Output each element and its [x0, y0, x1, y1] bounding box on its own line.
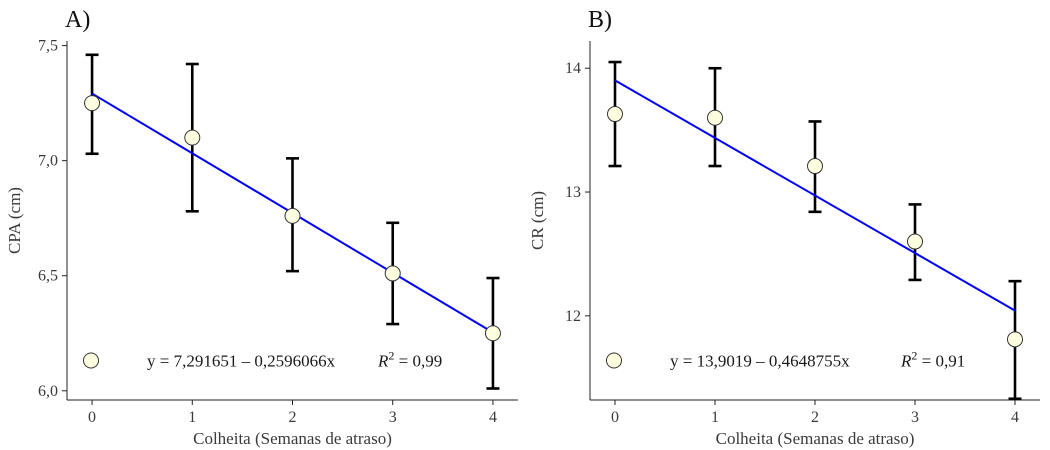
r-squared-superscript: 2 — [911, 349, 917, 363]
x-tick-label: 0 — [611, 409, 619, 426]
y-tick-label: 14 — [565, 60, 581, 77]
y-tick-label: 12 — [565, 308, 581, 325]
x-tick-label: 4 — [1011, 409, 1019, 426]
x-tick-label: 4 — [489, 409, 497, 426]
data-point — [184, 129, 201, 146]
y-tick-label: 7,5 — [38, 38, 58, 55]
x-tick-label: 2 — [289, 409, 297, 426]
y-axis-label: CR (cm) — [528, 191, 547, 250]
y-tick-label: 6,5 — [38, 268, 58, 285]
legend-r-squared: R2 = 0,91 — [900, 349, 965, 371]
x-axis-label: Colheita (Semanas de atraso) — [716, 429, 915, 448]
y-tick-label: 13 — [565, 184, 581, 201]
data-point — [707, 109, 723, 126]
r-squared-symbol: R — [900, 352, 912, 371]
regression-line — [614, 79, 1016, 312]
r-squared-value: = 0,99 — [394, 352, 442, 371]
x-tick-label: 1 — [711, 409, 719, 426]
y-tick-label: 7,0 — [38, 153, 58, 170]
x-tick-label: 2 — [811, 409, 819, 426]
data-point — [284, 207, 301, 224]
panel-label: A) — [65, 7, 90, 33]
legend-equation: y = 13,9019 – 0,4648755x — [670, 352, 850, 371]
y-tick-label: 6,0 — [38, 383, 58, 400]
legend-r-squared: R2 = 0,99 — [377, 349, 442, 371]
r-squared-symbol: R — [377, 352, 389, 371]
legend-marker — [606, 352, 622, 369]
panel-label: B) — [588, 7, 612, 33]
x-tick-label: 3 — [389, 409, 397, 426]
legend-marker — [83, 352, 99, 369]
x-tick-label: 1 — [188, 409, 196, 426]
r-squared-value: = 0,91 — [917, 352, 965, 371]
legend-equation: y = 7,291651 – 0,2596066x — [147, 352, 336, 371]
x-tick-label: 0 — [88, 409, 96, 426]
x-axis-label: Colheita (Semanas de atraso) — [193, 429, 392, 448]
data-point — [484, 325, 501, 342]
r-squared-superscript: 2 — [388, 349, 394, 363]
data-point — [1007, 331, 1023, 348]
data-point — [907, 233, 923, 250]
data-point — [607, 106, 623, 123]
data-point — [384, 265, 401, 282]
data-point — [807, 158, 823, 175]
x-tick-label: 3 — [911, 409, 919, 426]
data-point — [84, 95, 101, 112]
chart-panel-a: 6,0 6,5 7,0 7,5 0 1 2 3 4 Colheita (Semanas de at… — [5, 7, 518, 448]
y-axis-label: CPA (cm) — [5, 187, 24, 254]
